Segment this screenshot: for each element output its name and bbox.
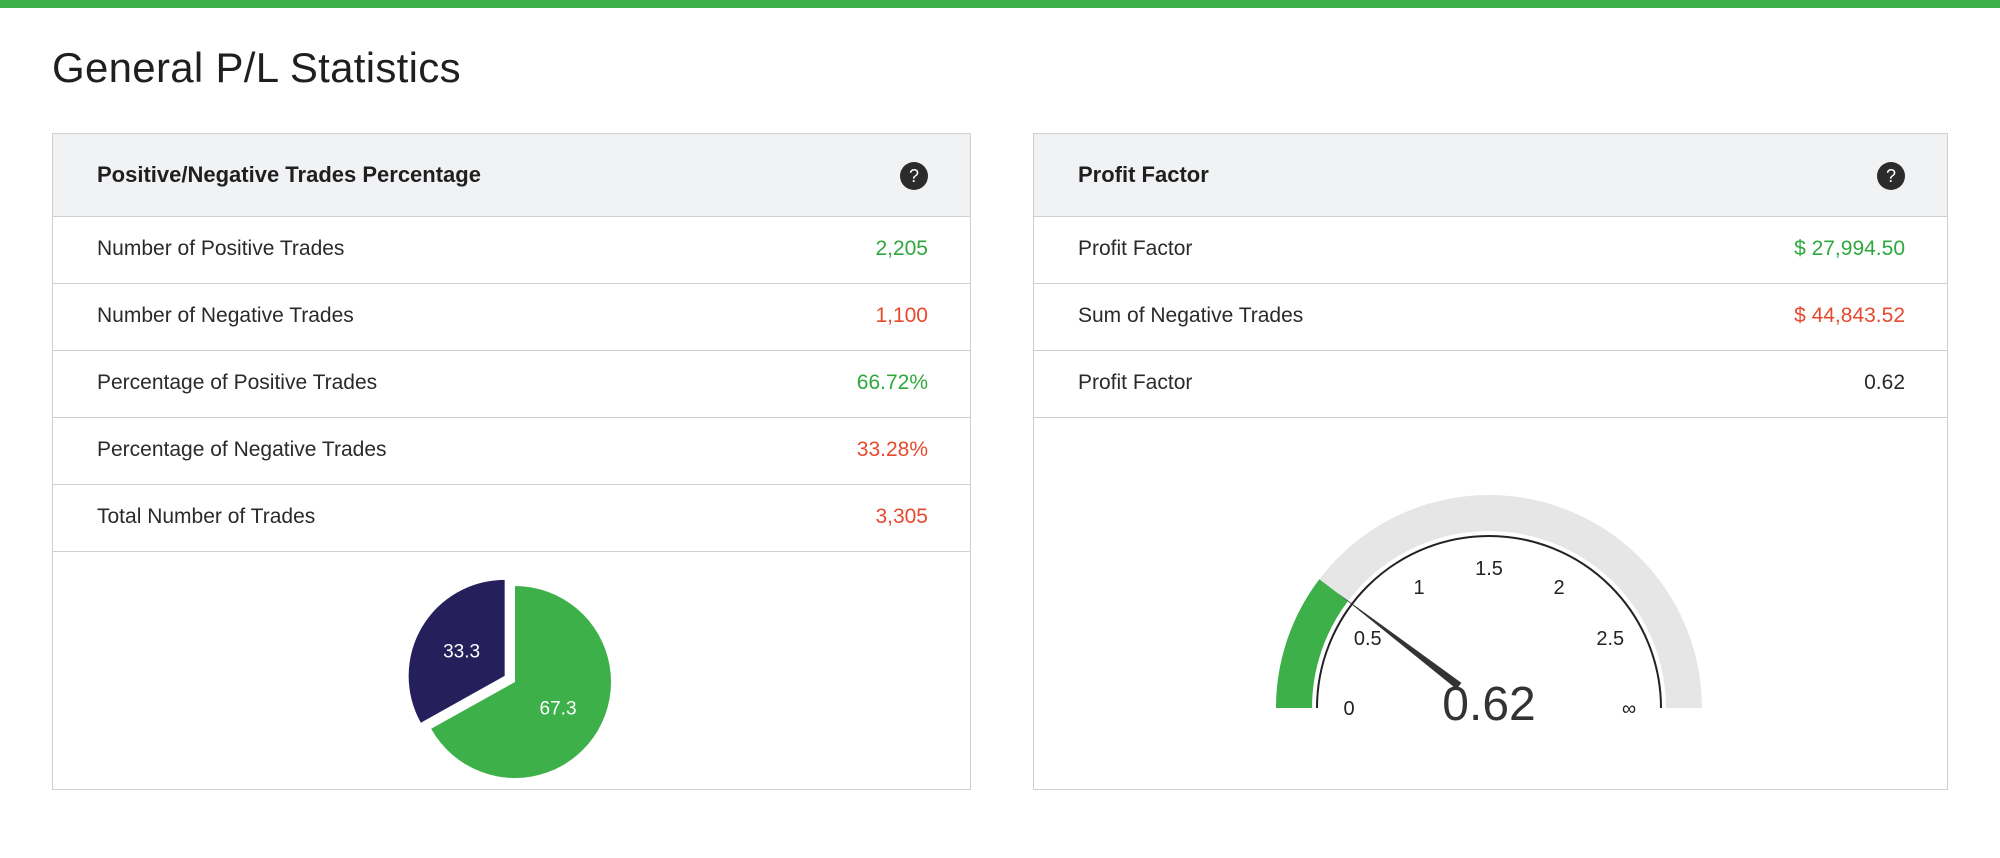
stat-label: Number of Negative Trades <box>97 304 354 327</box>
stat-row: Profit Factor $ 27,994.50 <box>1034 217 1947 284</box>
gauge-tick-label: 2.5 <box>1596 628 1624 650</box>
gauge-tick-label: 1 <box>1413 577 1424 599</box>
gauge-tick-label: ∞ <box>1622 698 1636 720</box>
gauge-track <box>1276 495 1702 708</box>
stat-value: 66.72% <box>856 371 928 394</box>
stat-label: Sum of Negative Trades <box>1078 304 1304 327</box>
stat-value: 2,205 <box>875 237 928 260</box>
page-title: General P/L Statistics <box>52 44 461 91</box>
card-header: Positive/Negative Trades Percentage ? <box>53 134 970 217</box>
stat-label: Profit Factor <box>1078 237 1193 260</box>
pie-slice-label: 33.3 <box>443 642 480 663</box>
card-title: Profit Factor <box>1078 162 1209 187</box>
stat-value: $ 44,843.52 <box>1794 304 1905 327</box>
stat-row: Profit Factor 0.62 <box>1034 351 1947 418</box>
pie-slice-label: 67.3 <box>540 698 577 719</box>
stat-label: Number of Positive Trades <box>97 237 345 260</box>
card-title: Positive/Negative Trades Percentage <box>97 162 481 187</box>
stat-row: Percentage of Negative Trades 33.28% <box>53 418 970 485</box>
pie-chart-area: 33.3 67.3 <box>53 552 970 797</box>
gauge-chart-area: 0 0.5 1 1.5 2 2.5 ∞ 0.62 <box>1034 418 1947 793</box>
card-header: Profit Factor ? <box>1034 134 1947 217</box>
pie-slice[interactable] <box>408 579 505 723</box>
stat-value: 1,100 <box>875 304 928 327</box>
stat-label: Percentage of Negative Trades <box>97 438 387 461</box>
pie-slice[interactable] <box>431 586 612 778</box>
gauge-needle <box>1337 593 1462 690</box>
stat-row: Percentage of Positive Trades 66.72% <box>53 351 970 418</box>
stat-label: Total Number of Trades <box>97 505 316 528</box>
gauge-value: 0.62 <box>1442 678 1535 731</box>
gauge-tick-label: 2 <box>1553 577 1564 599</box>
gauge-fill <box>1276 579 1349 708</box>
stat-value: 3,305 <box>875 505 928 528</box>
pie-chart: 33.3 67.3 <box>408 579 612 778</box>
profit-factor-gauge: 0 0.5 1 1.5 2 2.5 ∞ 0.62 <box>1276 495 1702 731</box>
question-circle-icon[interactable]: ? <box>900 162 928 190</box>
gauge-scale-arc <box>1316 535 1662 709</box>
stat-row: Number of Positive Trades 2,205 <box>53 217 970 284</box>
gauge-tick-label: 0 <box>1343 698 1354 720</box>
question-circle-icon[interactable]: ? <box>1877 162 1905 190</box>
stat-value: 33.28% <box>856 438 928 461</box>
trades-percentage-card: Positive/Negative Trades Percentage ? Nu… <box>52 133 971 790</box>
gauge-tick-label: 0.5 <box>1354 628 1382 650</box>
stat-row: Sum of Negative Trades $ 44,843.52 <box>1034 284 1947 351</box>
stat-value: $ 27,994.50 <box>1794 237 1905 260</box>
top-accent-bar <box>0 0 2000 8</box>
stat-row: Number of Negative Trades 1,100 <box>53 284 970 351</box>
gauge-tick-label: 1.5 <box>1475 558 1503 580</box>
stat-value: 0.62 <box>1864 371 1905 394</box>
stat-label: Percentage of Positive Trades <box>97 371 378 394</box>
stat-label: Profit Factor <box>1078 371 1193 394</box>
stat-row: Total Number of Trades 3,305 <box>53 485 970 552</box>
profit-factor-card: Profit Factor ? Profit Factor $ 27,994.50… <box>1033 133 1948 790</box>
